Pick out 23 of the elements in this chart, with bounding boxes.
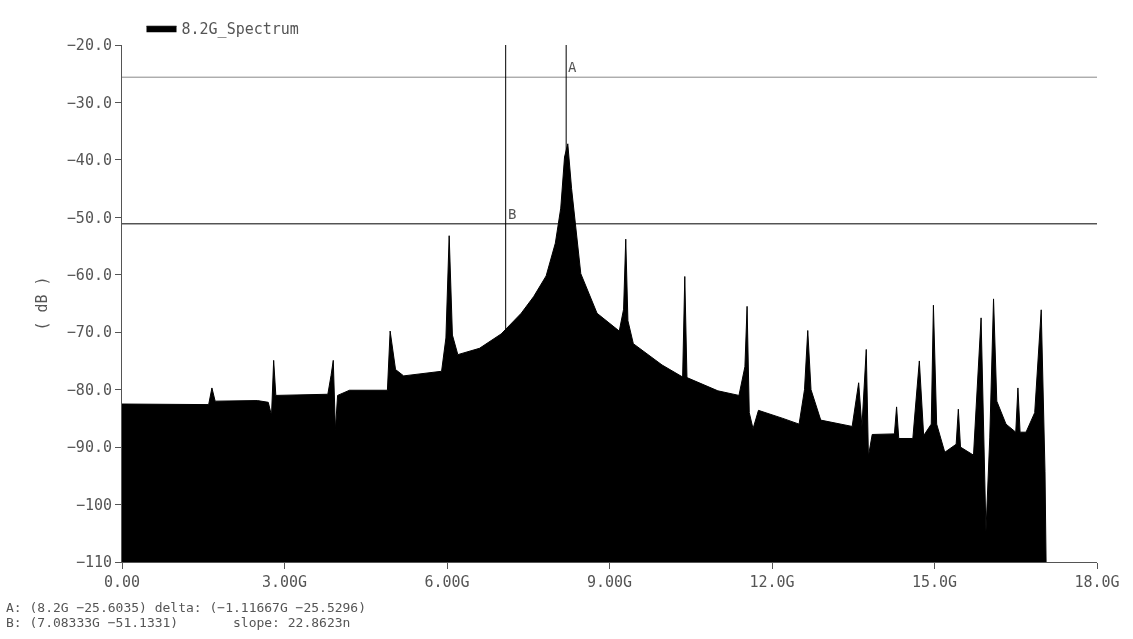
y-tick-label: −100 bbox=[75, 495, 112, 514]
y-axis-title: ( dB ) bbox=[33, 276, 52, 331]
ref-line-label: B bbox=[508, 206, 517, 222]
y-tick-label: −70.0 bbox=[66, 323, 112, 342]
y-tick-label: −50.0 bbox=[66, 208, 112, 227]
text: A: (8.2G −25.6035) delta: (−1.11667G −25.5296) bbox=[6, 600, 367, 615]
ref-line-label: A bbox=[568, 59, 577, 75]
x-tick-label: 15.0G bbox=[911, 573, 958, 591]
y-tick-label: −20.0 bbox=[66, 36, 112, 55]
y-tick-label: −40.0 bbox=[66, 151, 112, 170]
y-tick-label: −110 bbox=[75, 553, 112, 572]
x-tick-label: 0.00 bbox=[103, 573, 141, 591]
text: B: (7.08333G −51.1331) slope: 22.8623n bbox=[6, 615, 351, 630]
y-tick-label: −60.0 bbox=[66, 266, 112, 285]
x-tick-label: 9.00G bbox=[586, 573, 633, 591]
y-tick-label: −80.0 bbox=[66, 380, 112, 399]
y-tick-label: −90.0 bbox=[66, 438, 112, 457]
x-tick-label: 3.00G bbox=[261, 573, 308, 591]
x-tick-label: 12.0G bbox=[749, 573, 795, 591]
x-tick-label: 18.0G bbox=[1074, 573, 1120, 591]
x-tick-label: 6.00G bbox=[424, 573, 470, 591]
legend-label: 8.2G_Spectrum bbox=[181, 20, 299, 39]
y-tick-label: −30.0 bbox=[66, 93, 112, 112]
